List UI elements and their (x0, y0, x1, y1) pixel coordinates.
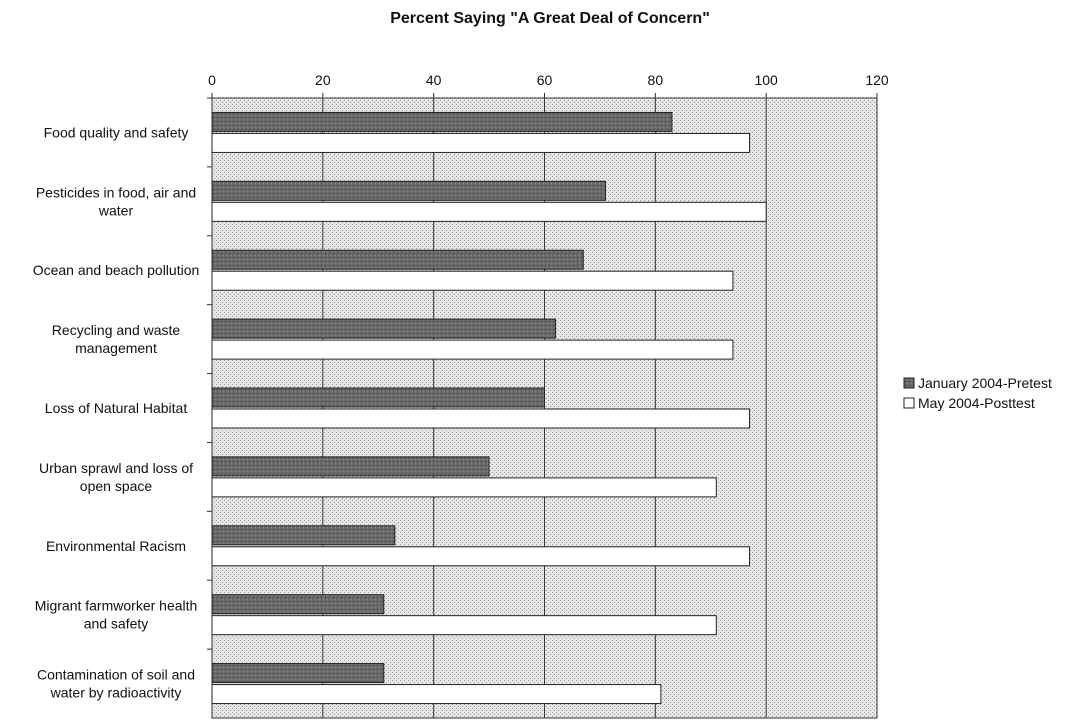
legend-swatch-pretest (903, 377, 915, 389)
bar-posttest (211, 270, 734, 291)
x-tick-label: 0 (208, 72, 216, 88)
bar-posttest (211, 201, 767, 222)
bar-pretest (211, 594, 385, 615)
category-label: Recycling and waste management (52, 322, 181, 356)
legend-swatch-posttest (903, 397, 915, 409)
bar-pretest (211, 456, 490, 477)
chart-title: Percent Saying "A Great Deal of Concern" (390, 10, 710, 27)
legend: January 2004-Pretest May 2004-Posttest (903, 375, 1052, 411)
bar-posttest (211, 132, 751, 153)
category-label: Environmental Racism (46, 538, 186, 554)
bar-posttest (211, 546, 751, 567)
bar-pretest (211, 249, 584, 270)
bar-pretest (211, 318, 557, 339)
x-tick-label: 100 (754, 72, 778, 88)
category-label: Contamination of soil and water by radioa… (37, 667, 195, 701)
bar-pretest (211, 111, 673, 132)
bar-posttest (211, 477, 717, 498)
category-label: Migrant farmworker health and safety (35, 598, 198, 632)
x-tick-label: 20 (315, 72, 331, 88)
bar-posttest (211, 408, 751, 429)
bar-pretest (211, 525, 396, 546)
bar-posttest (211, 684, 662, 705)
bar-pretest (211, 180, 606, 201)
x-tick-label: 60 (537, 72, 553, 88)
bar-pretest (211, 663, 385, 684)
category-label: Ocean and beach pollution (33, 262, 200, 278)
x-tick-label: 80 (648, 72, 664, 88)
bar-posttest (211, 615, 717, 636)
bar-pretest (211, 387, 545, 408)
category-label: Loss of Natural Habitat (45, 400, 188, 416)
category-label: Food quality and safety (44, 124, 189, 140)
legend-label: January 2004-Pretest (918, 375, 1052, 391)
x-tick-label: 120 (865, 72, 889, 88)
x-tick-label: 40 (426, 72, 442, 88)
legend-label: May 2004-Posttest (918, 395, 1035, 411)
bar-posttest (211, 339, 734, 360)
category-label: Pesticides in food, air and water (36, 184, 196, 218)
category-label: Urban sprawl and loss of open space (39, 460, 193, 494)
